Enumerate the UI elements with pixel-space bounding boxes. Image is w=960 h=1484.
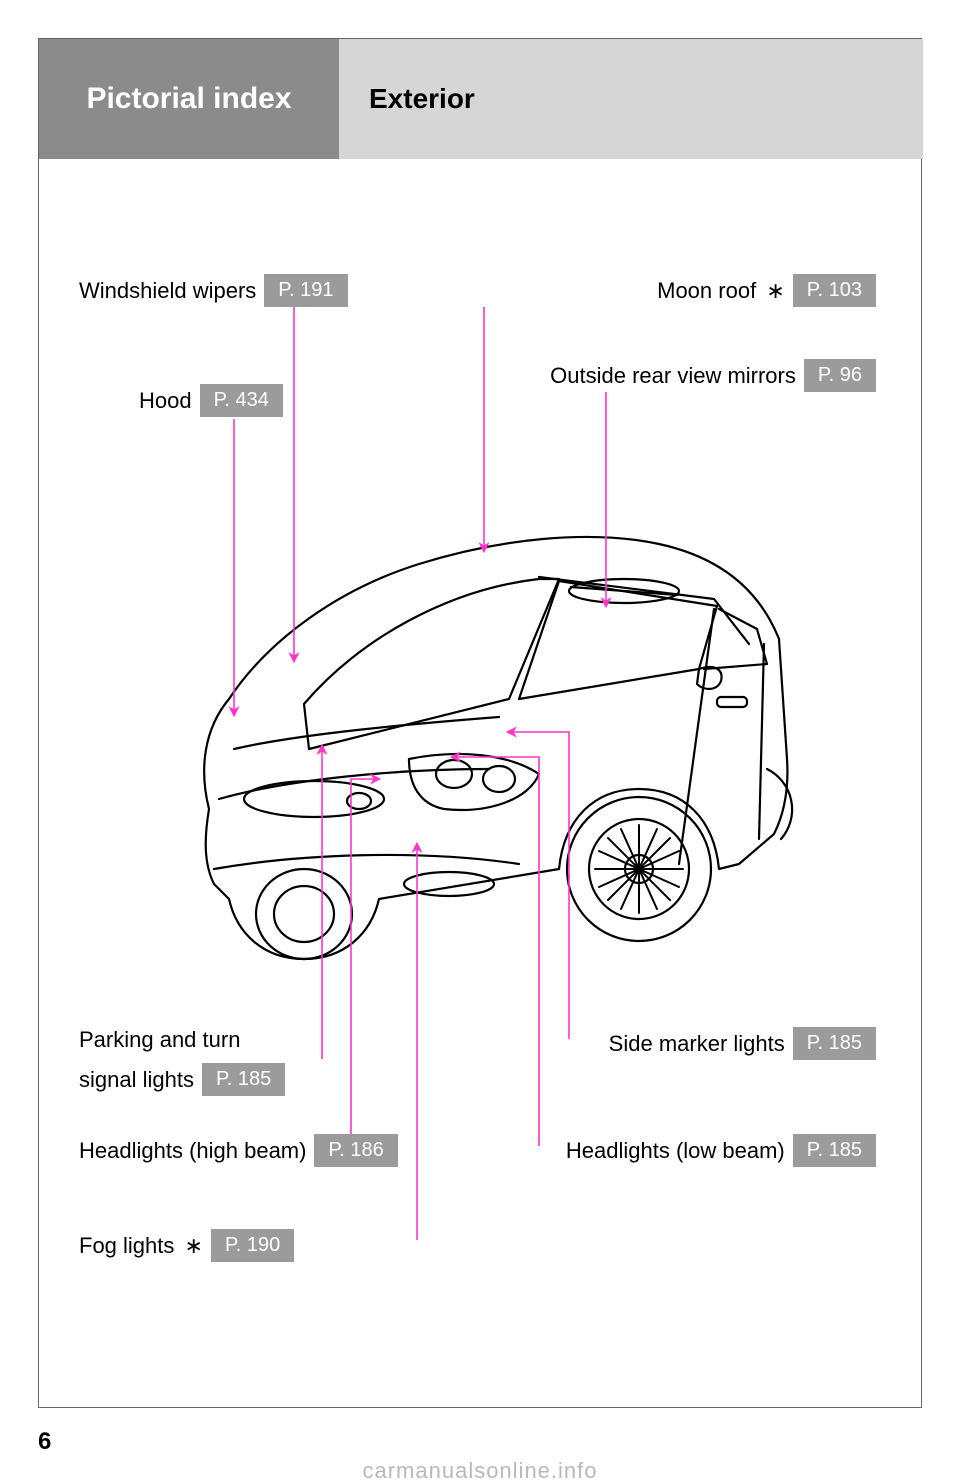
asterisk-icon: ∗	[766, 278, 784, 303]
header-index-block: Pictorial index	[39, 39, 339, 159]
callout-fog-lights: Fog lights ∗ P. 190	[79, 1229, 294, 1262]
page-number: 6	[38, 1428, 51, 1456]
label-headlights-high: Headlights (high beam)	[79, 1138, 306, 1164]
label-hood: Hood	[139, 388, 192, 414]
page-ref-windshield-wipers[interactable]: P. 191	[264, 274, 347, 307]
page-ref-hood[interactable]: P. 434	[200, 384, 283, 417]
callout-windshield-wipers: Windshield wipers P. 191	[79, 274, 348, 307]
page-ref-parking-turn[interactable]: P. 185	[202, 1063, 285, 1096]
label-fog-lights-text: Fog lights	[79, 1233, 174, 1258]
watermark-text: carmanualsonline.info	[0, 1458, 960, 1484]
callout-moon-roof: Moon roof ∗ P. 103	[657, 274, 876, 307]
label-windshield-wipers: Windshield wipers	[79, 278, 256, 304]
label-headlights-low: Headlights (low beam)	[566, 1138, 785, 1164]
page-ref-side-marker[interactable]: P. 185	[793, 1027, 876, 1060]
header-section-block: Exterior	[339, 39, 923, 159]
page-ref-fog-lights[interactable]: P. 190	[211, 1229, 294, 1262]
callout-mirrors: Outside rear view mirrors P. 96	[550, 359, 876, 392]
content-frame: Pictorial index Exterior	[38, 38, 922, 1408]
asterisk-icon: ∗	[185, 1233, 203, 1258]
callout-headlights-high: Headlights (high beam) P. 186	[79, 1134, 398, 1167]
header-section-title: Exterior	[369, 83, 475, 115]
label-mirrors: Outside rear view mirrors	[550, 363, 796, 389]
label-side-marker: Side marker lights	[609, 1031, 785, 1057]
manual-page: Pictorial index Exterior	[0, 0, 960, 1484]
callout-headlights-low: Headlights (low beam) P. 185	[566, 1134, 876, 1167]
callout-side-marker: Side marker lights P. 185	[609, 1027, 876, 1060]
vehicle-illustration	[159, 469, 799, 989]
callout-parking-turn: Parking and turn signal lights P. 185	[79, 1027, 285, 1096]
page-ref-headlights-low[interactable]: P. 185	[793, 1134, 876, 1167]
label-moon-roof: Moon roof ∗	[657, 278, 785, 304]
header-index-text: Pictorial index	[86, 82, 291, 116]
page-ref-headlights-high[interactable]: P. 186	[314, 1134, 397, 1167]
page-ref-mirrors[interactable]: P. 96	[804, 359, 876, 392]
label-parking-turn-line1: Parking and turn	[79, 1027, 285, 1053]
callout-hood: Hood P. 434	[139, 384, 283, 417]
label-fog-lights: Fog lights ∗	[79, 1233, 203, 1259]
label-moon-roof-text: Moon roof	[657, 278, 756, 303]
page-ref-moon-roof[interactable]: P. 103	[793, 274, 876, 307]
label-parking-turn-line2: signal lights	[79, 1067, 194, 1093]
